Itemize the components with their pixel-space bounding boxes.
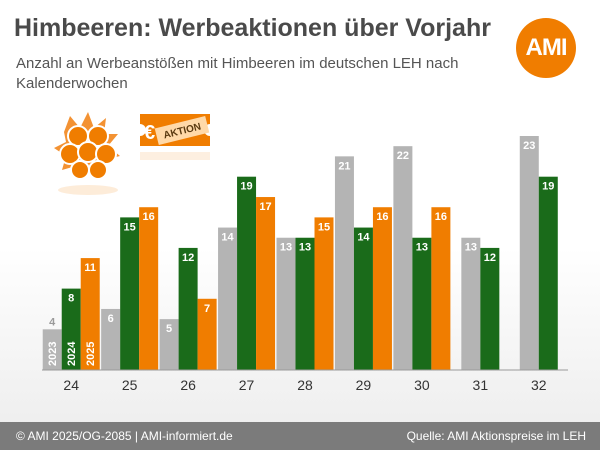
value-label-2025-kw24: 11 — [84, 262, 96, 274]
chart-title: Himbeeren: Werbeaktionen über Vorjahr — [14, 14, 491, 42]
bar-2025-kw29 — [372, 207, 392, 370]
value-label-2025-kw30: 16 — [435, 211, 447, 223]
x-tick-kw28: 28 — [297, 377, 313, 393]
bar-2024-kw25 — [120, 217, 140, 370]
value-label-2025-kw27: 17 — [259, 201, 271, 213]
bar-2024-kw30 — [412, 237, 432, 370]
x-tick-kw30: 30 — [414, 377, 430, 393]
footer-bar: © AMI 2025/OG-2085 | AMI-informiert.de Q… — [0, 422, 600, 450]
value-label-2023-kw26: 5 — [166, 323, 172, 335]
bar-2023-kw32 — [519, 136, 539, 370]
x-tick-kw27: 27 — [239, 377, 255, 393]
ami-logo: AMI — [516, 18, 576, 78]
x-tick-kw29: 29 — [356, 377, 372, 393]
euro-symbol: € — [144, 122, 155, 144]
x-axis-labels: 24 25 26 27 28 29 30 31 32 — [63, 377, 546, 393]
bar-2024-kw27 — [237, 176, 257, 370]
footer-copyright: © AMI 2025/OG-2085 | AMI-informiert.de — [16, 429, 233, 443]
bar-2024-kw26 — [178, 247, 198, 370]
value-label-2024-kw31: 12 — [484, 252, 496, 264]
bar-2025-kw28 — [314, 217, 334, 370]
value-label-2025-kw28: 15 — [318, 221, 330, 233]
x-tick-kw24: 24 — [63, 377, 79, 393]
euro-aktion-ticket-icon: € AKTION — [140, 114, 210, 160]
value-label-2023-kw24: 4 — [49, 316, 56, 328]
value-label-2023-kw32: 23 — [523, 140, 535, 152]
chart-subtitle: Anzahl an Werbeanstößen mit Himbeeren im… — [16, 55, 459, 92]
value-label-2025-kw25: 16 — [143, 211, 155, 223]
bar-2024-kw32 — [538, 176, 558, 370]
bar-2025-kw30 — [431, 207, 451, 370]
bar-2024-kw24 — [61, 288, 81, 370]
bar-2025-kw27 — [256, 197, 276, 370]
bar-2023-kw26 — [159, 319, 179, 370]
bar-2024-kw28 — [295, 237, 315, 370]
series-name-2023: 2023 — [47, 342, 59, 366]
x-tick-kw32: 32 — [531, 377, 547, 393]
value-label-2024-kw25: 15 — [124, 221, 136, 233]
value-label-2025-kw29: 16 — [376, 211, 388, 223]
value-label-2024-kw28: 13 — [299, 242, 311, 254]
value-label-2023-kw29: 21 — [338, 160, 350, 172]
bar-2024-kw29 — [353, 227, 373, 370]
series-name-2024: 2024 — [66, 341, 78, 366]
value-label-2024-kw29: 14 — [357, 232, 370, 244]
bar-2023-kw31 — [461, 237, 481, 370]
value-label-2024-kw24: 8 — [68, 293, 74, 305]
value-label-2023-kw28: 13 — [280, 242, 292, 254]
bar-2025-kw25 — [139, 207, 159, 370]
value-label-2023-kw31: 13 — [465, 242, 477, 254]
bar-2024-kw31 — [480, 247, 500, 370]
bar-2025-kw26 — [197, 298, 217, 370]
x-tick-kw25: 25 — [122, 377, 138, 393]
value-label-2024-kw27: 19 — [240, 181, 252, 193]
bar-2023-kw25 — [101, 308, 121, 370]
bar-2023-kw24 — [42, 329, 62, 370]
bar-2023-kw28 — [276, 237, 296, 370]
bar-2025-kw24 — [80, 258, 100, 370]
bar-2023-kw29 — [334, 156, 354, 370]
footer-source: Quelle: AMI Aktionspreise im LEH — [406, 429, 586, 443]
bars-layer: 4 2023 8 2024 11 2025 6 15 16 5 12 7 14 19 17 13 13 15 21 1… — [42, 136, 558, 370]
raspberry-icon — [54, 112, 120, 195]
value-label-2023-kw30: 22 — [397, 150, 409, 162]
x-tick-kw31: 31 — [473, 377, 489, 393]
value-label-2024-kw30: 13 — [416, 242, 428, 254]
bar-2023-kw30 — [393, 146, 413, 370]
bar-2023-kw27 — [218, 227, 238, 370]
value-label-2023-kw25: 6 — [108, 313, 114, 325]
value-label-2024-kw32: 19 — [542, 181, 554, 193]
series-name-2025: 2025 — [85, 342, 97, 366]
value-label-2024-kw26: 12 — [182, 252, 194, 264]
value-label-2023-kw27: 14 — [221, 232, 234, 244]
value-label-2025-kw26: 7 — [204, 303, 210, 315]
x-tick-kw26: 26 — [180, 377, 196, 393]
